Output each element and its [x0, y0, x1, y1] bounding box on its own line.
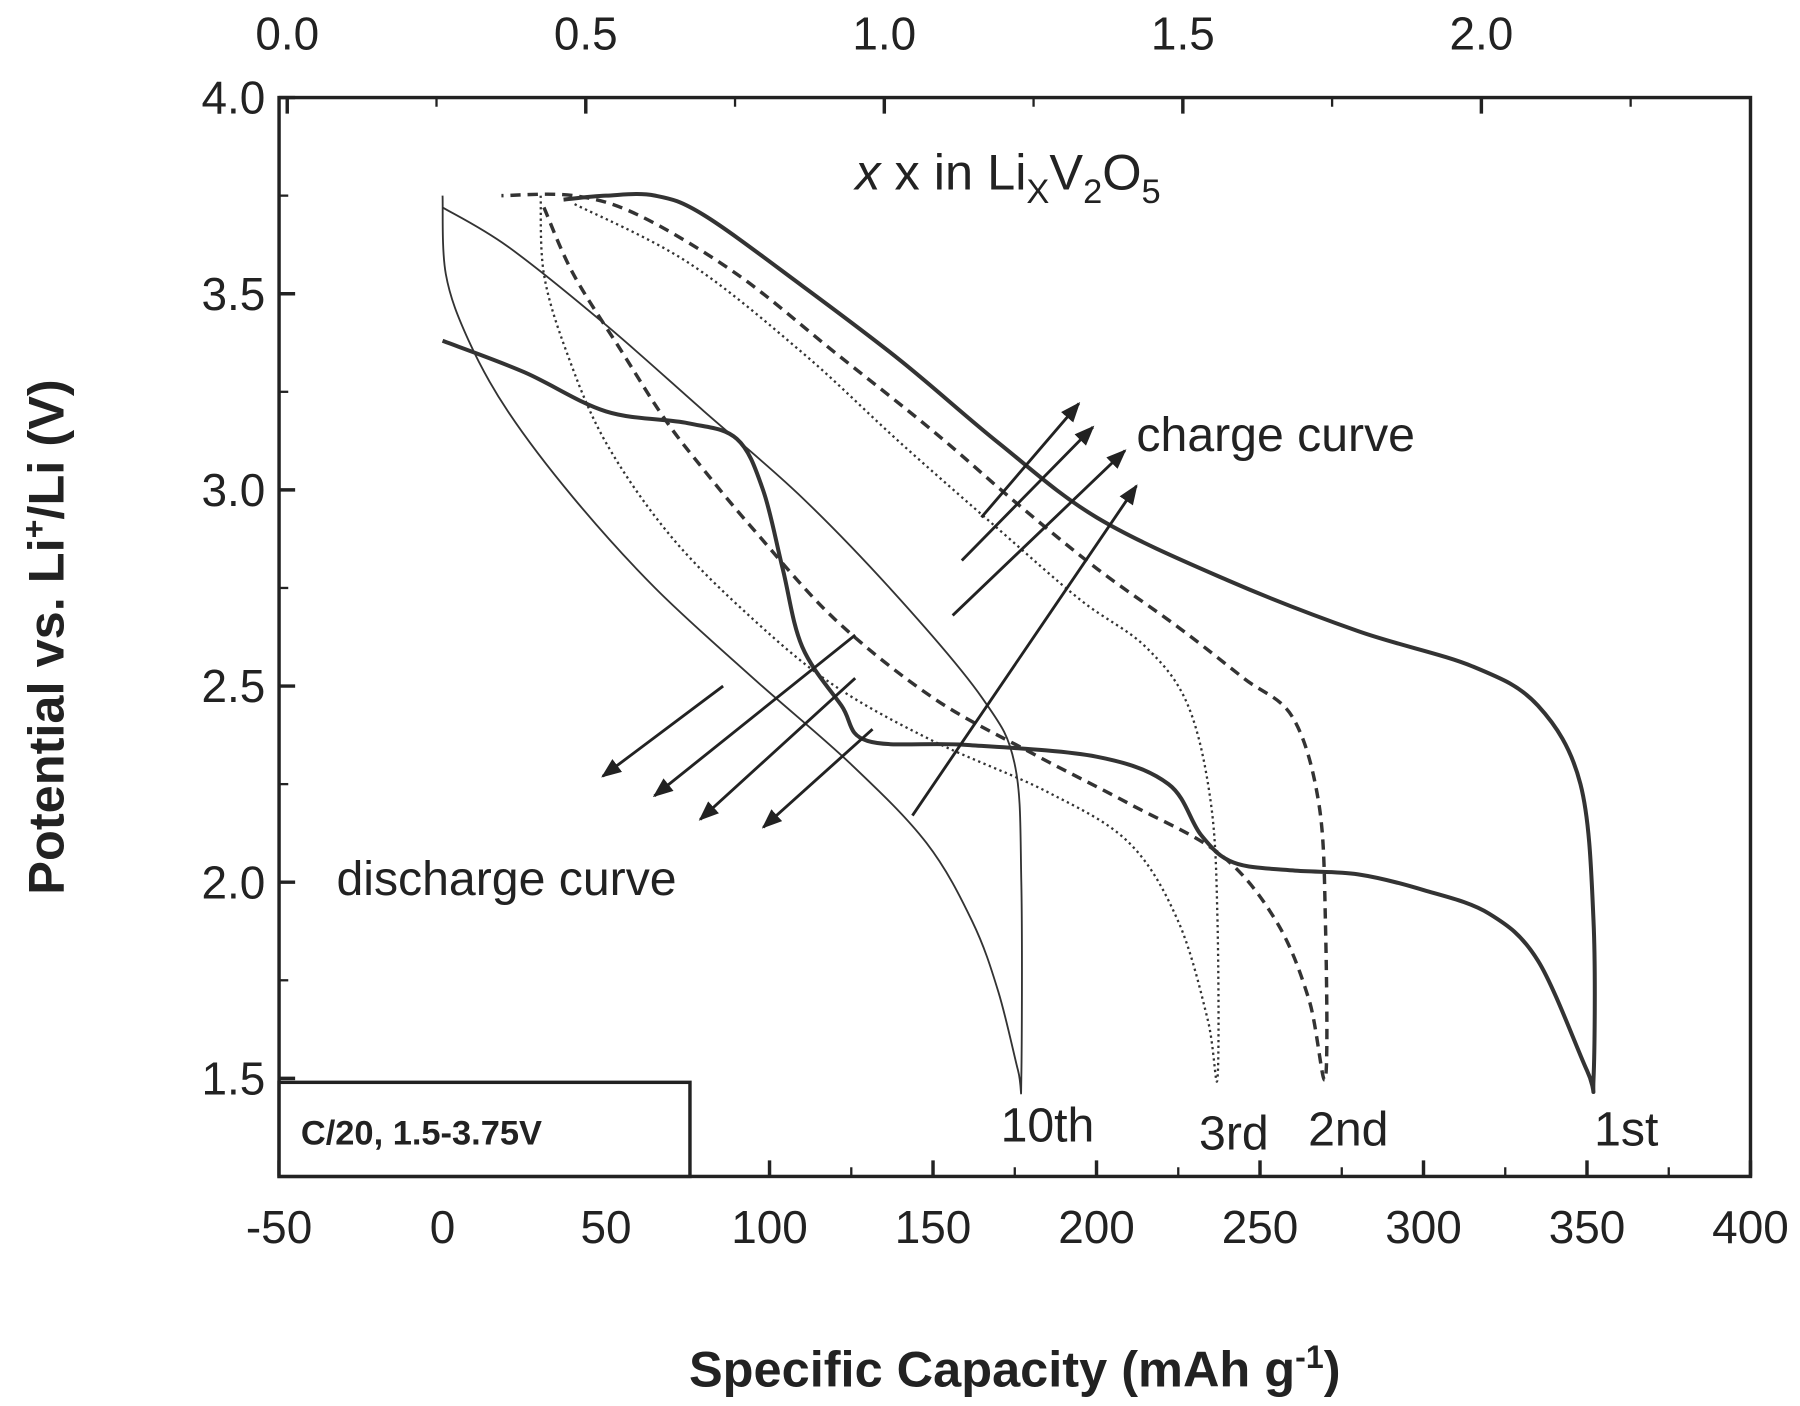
charge-curve-label: charge curve: [1136, 408, 1415, 462]
y-tick-label: 2.0: [201, 856, 265, 908]
plot-frame: [277, 95, 1753, 1179]
discharge-curve-label: discharge curve: [336, 852, 676, 906]
x-tick-label: 200: [1058, 1201, 1135, 1253]
series-label-1st: 1st: [1594, 1102, 1659, 1156]
x-tick-label: 400: [1712, 1201, 1789, 1253]
inset-box: [277, 1080, 692, 1179]
x-tick-label: 50: [581, 1201, 632, 1253]
series-label-10th: 10th: [1001, 1099, 1095, 1153]
y-tick-label: 3.0: [201, 464, 265, 516]
top-tick-label: 0.5: [554, 7, 618, 59]
y-tick-label: 4.0: [201, 72, 265, 124]
x-axis-label: Specific Capacity (mAh g-1): [689, 1339, 1341, 1397]
discharge-arrow: [601, 684, 724, 778]
discharge-arrow: [761, 728, 874, 829]
top-tick-label: 0.0: [255, 7, 319, 59]
top-tick-label: 1.0: [852, 7, 916, 59]
charge-arrow: [980, 402, 1081, 519]
charge-arrow: [960, 425, 1095, 562]
top-tick-label: 1.5: [1151, 7, 1215, 59]
x-tick-label: 100: [731, 1201, 808, 1253]
series-label-2nd: 2nd: [1308, 1102, 1388, 1156]
y-tick-label: 1.5: [201, 1052, 265, 1104]
top-tick-label: 2.0: [1449, 7, 1513, 59]
top-axis-label: x x in LiXV2O5: [852, 143, 1160, 211]
discharge-arrow: [652, 633, 857, 798]
y-tick-label: 3.5: [201, 268, 265, 320]
series-line-10th: [441, 195, 1023, 1095]
x-tick-label: 350: [1549, 1201, 1626, 1253]
series-line-3rd: [539, 195, 1220, 1083]
x-tick-label: 300: [1385, 1201, 1462, 1253]
x-tick-label: 0: [430, 1201, 456, 1253]
charge-arrow: [911, 484, 1138, 817]
charge-arrow: [951, 449, 1127, 617]
series-label-3rd: 3rd: [1199, 1106, 1269, 1160]
y-axis-label: Potential vs. Li+/Li (V): [16, 379, 74, 894]
x-tick-label: 250: [1222, 1201, 1299, 1253]
top-axis-label-prefix: x in Li: [895, 143, 1027, 200]
y-tick-label: 2.5: [201, 660, 265, 712]
x-tick-label: 150: [895, 1201, 972, 1253]
series-line-2nd: [501, 192, 1329, 1082]
series-line-1st: [441, 192, 1597, 1094]
x-tick-label: -50: [246, 1201, 312, 1253]
inset-label: C/20, 1.5-3.75V: [301, 1114, 542, 1152]
discharge-arrow: [698, 677, 857, 821]
